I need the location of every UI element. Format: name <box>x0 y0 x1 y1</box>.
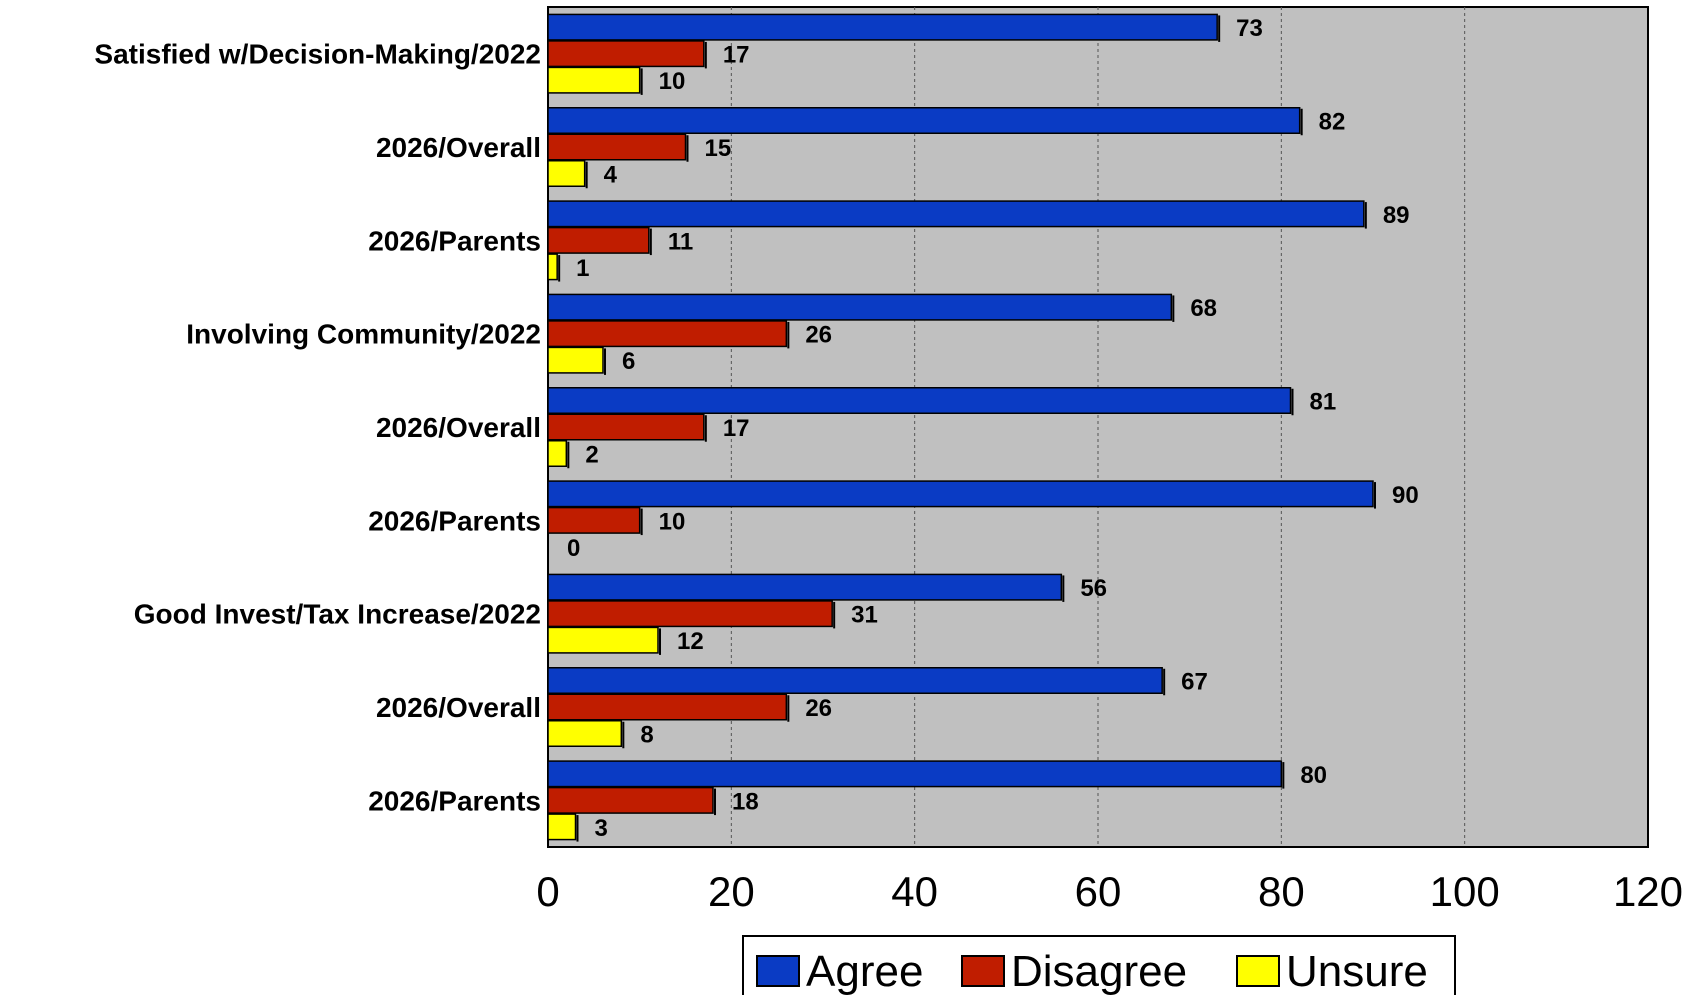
bar-agree <box>547 387 1292 414</box>
bar-agree <box>547 667 1163 694</box>
bar-unsure <box>547 160 586 187</box>
legend-label-disagree: Disagree <box>1011 947 1187 995</box>
bar-agree <box>547 480 1374 508</box>
value-label: 2 <box>585 442 598 469</box>
category-label: Involving Community/2022 <box>186 319 541 350</box>
bar-agree <box>547 107 1301 134</box>
bar-unsure <box>547 813 577 841</box>
gridlines <box>730 7 1466 847</box>
category-label: 2026/Overall <box>376 132 541 163</box>
bar-disagree <box>547 413 705 441</box>
value-label: 6 <box>622 348 635 375</box>
value-label: 18 <box>732 788 759 815</box>
bar-disagree <box>547 600 833 628</box>
value-label: 0 <box>567 535 580 562</box>
bar-agree <box>547 200 1365 228</box>
value-label: 10 <box>659 508 686 535</box>
legend-swatch-unsure <box>1236 955 1280 987</box>
bar-agree <box>547 293 1173 321</box>
bar-disagree <box>547 226 650 254</box>
legend-swatch-disagree <box>961 955 1005 987</box>
value-label: 15 <box>705 135 732 162</box>
legend-swatch-agree <box>756 955 800 987</box>
bar-disagree <box>547 133 687 161</box>
bar-disagree <box>547 506 641 534</box>
value-label: 81 <box>1310 389 1337 416</box>
bar-unsure <box>547 626 659 654</box>
bar-agree <box>547 760 1283 788</box>
category-label: Good Invest/Tax Increase/2022 <box>134 599 541 630</box>
x-tick-label: 0 <box>536 868 559 915</box>
x-tick-label: 40 <box>891 868 938 915</box>
value-label: 17 <box>723 415 750 442</box>
value-label: 10 <box>659 68 686 95</box>
bar-unsure <box>547 66 641 94</box>
x-tick-label: 100 <box>1430 868 1500 915</box>
x-tick-label: 80 <box>1258 868 1305 915</box>
bar-disagree <box>547 320 788 348</box>
bar-disagree <box>547 786 714 814</box>
value-labels: 7317108215489111682668117290100563112672… <box>567 15 1419 842</box>
bar-unsure <box>547 440 568 467</box>
bar-agree <box>547 13 1218 41</box>
value-label: 12 <box>677 628 704 655</box>
value-label: 89 <box>1383 202 1410 229</box>
bar-unsure <box>547 253 558 281</box>
value-label: 67 <box>1181 669 1208 696</box>
value-label: 68 <box>1190 295 1217 322</box>
x-tick-label: 60 <box>1075 868 1122 915</box>
legend-box <box>742 935 1456 995</box>
category-label: 2026/Parents <box>368 505 541 536</box>
value-label: 3 <box>595 815 608 842</box>
category-label: Satisfied w/Decision-Making/2022 <box>94 39 541 70</box>
value-label: 82 <box>1319 109 1346 136</box>
bar-disagree <box>547 693 788 721</box>
legend-label-unsure: Unsure <box>1286 947 1428 995</box>
value-label: 26 <box>805 322 832 349</box>
value-label: 31 <box>851 602 878 629</box>
value-label: 8 <box>640 722 653 749</box>
category-label: 2026/Overall <box>376 412 541 443</box>
legend: Agree Disagree Unsure <box>742 935 1456 995</box>
bars-group <box>547 13 1376 842</box>
value-label: 1 <box>576 255 589 282</box>
value-label: 56 <box>1080 575 1107 602</box>
value-label: 80 <box>1300 762 1327 789</box>
x-axis-ticks: 0 20 40 60 80 100 120 <box>536 868 1683 915</box>
bar-unsure <box>547 346 604 374</box>
bar-agree <box>547 573 1063 601</box>
x-tick-label: 20 <box>708 868 755 915</box>
value-label: 26 <box>805 695 832 722</box>
category-label: 2026/Parents <box>368 785 541 816</box>
value-label: 11 <box>668 228 693 255</box>
category-label: 2026/Parents <box>368 225 541 256</box>
value-label: 90 <box>1392 482 1419 509</box>
category-labels: Satisfied w/Decision-Making/2022 2026/Ove… <box>94 39 541 817</box>
legend-label-agree: Agree <box>806 947 923 995</box>
x-tick-label: 120 <box>1613 868 1683 915</box>
bar-unsure <box>547 720 623 747</box>
value-label: 17 <box>723 42 750 69</box>
bar-disagree <box>547 40 705 68</box>
value-label: 73 <box>1236 15 1263 42</box>
category-label: 2026/Overall <box>376 692 541 723</box>
value-label: 4 <box>604 162 618 189</box>
